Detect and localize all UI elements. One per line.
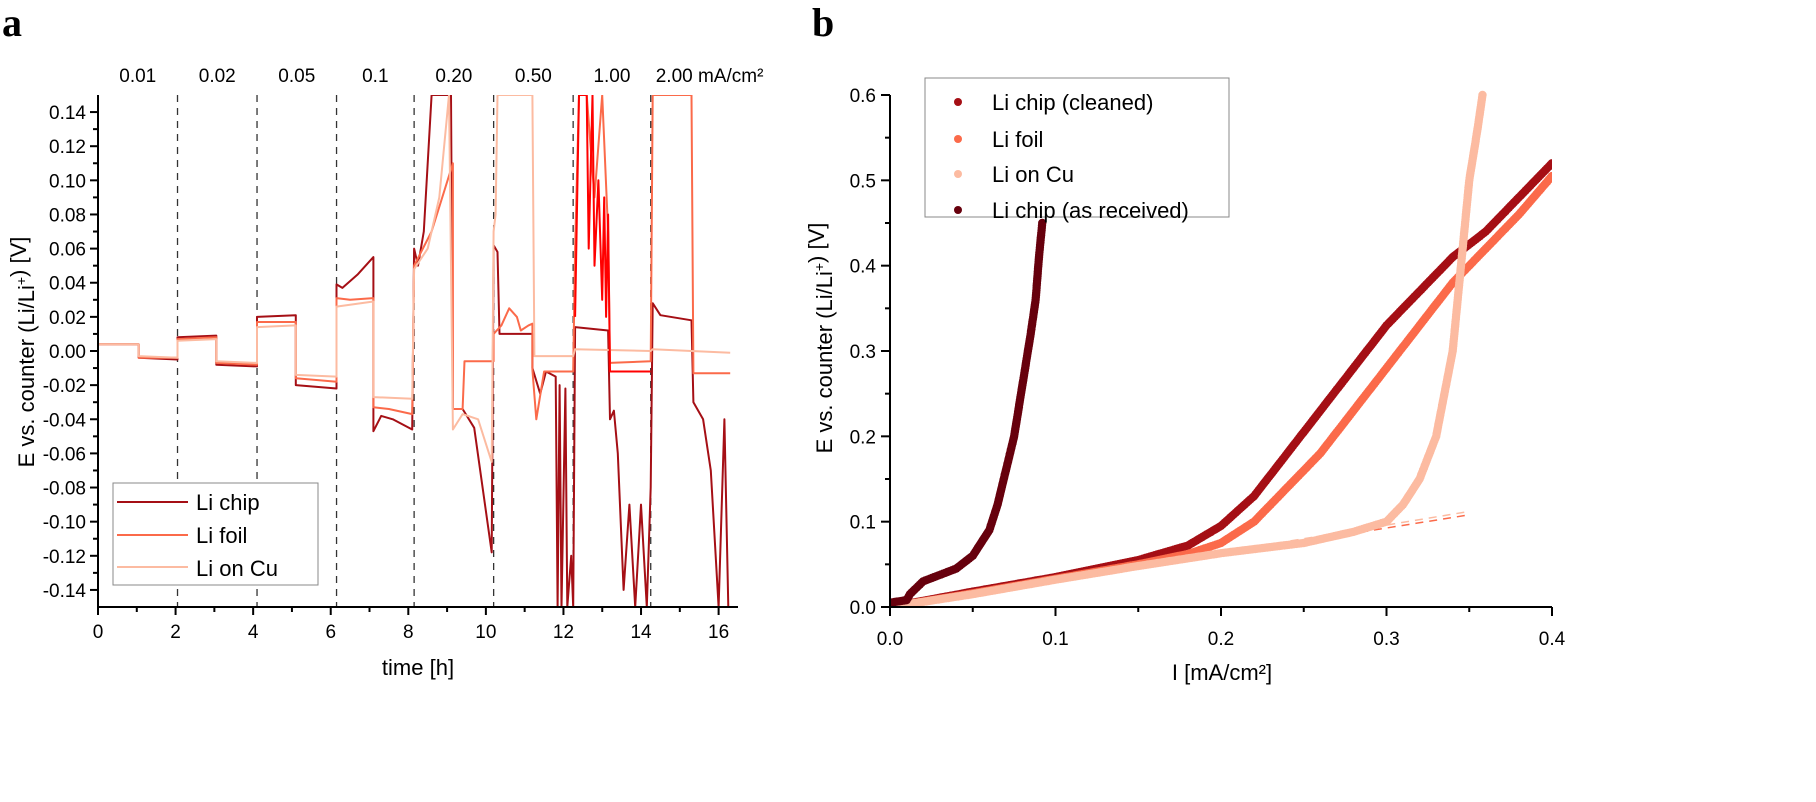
a-series-group [98, 95, 731, 607]
a-y-tick-label: 0.00 [49, 342, 86, 363]
a-current-density-label: 0.20 [435, 66, 472, 87]
b-x-tick-label: 0.3 [1373, 629, 1399, 650]
b-y-tick-label: 0.5 [850, 171, 876, 192]
a-y-tick-label: 0.14 [49, 103, 86, 124]
a-series-li-chip [98, 95, 730, 607]
a-x-tick-label: 4 [248, 622, 259, 643]
b-x-axis-title: I [mA/cm²] [1172, 660, 1272, 685]
a-current-density-label: 0.02 [199, 66, 236, 87]
b-legend-label-li-chip-cleaned: Li chip (cleaned) [992, 90, 1153, 115]
b-legend-label-li-on-cu: Li on Cu [992, 162, 1074, 187]
b-legend-marker-li-foil [954, 135, 962, 143]
a-x-tick-label: 0 [93, 622, 104, 643]
a-y-tick-label: 0.06 [49, 240, 86, 261]
panel-a-label: a [2, 0, 22, 45]
panel-a-chart: 0 2 4 6 8 10 12 14 16 0.14 0.12 0.10 0.08 0.06 0.04 0.0… [6, 66, 763, 680]
b-data-point [1038, 218, 1047, 228]
b-legend: Li chip (cleaned) Li foil Li on Cu Li ch… [924, 77, 1230, 223]
a-x-tick-label: 16 [708, 622, 729, 643]
b-y-axis-title: E vs. counter (Li/Li+) [V] [804, 223, 837, 454]
a-y-tick-label: 0.10 [49, 171, 86, 192]
b-series-li-chip-as-received [890, 218, 1047, 607]
a-y-tick-label: -0.08 [43, 479, 86, 500]
b-data-point [1478, 90, 1487, 100]
b-y-tick-label: 0.6 [850, 86, 876, 107]
b-series-group [890, 90, 1552, 607]
b-x-tick-label: 0.0 [877, 629, 903, 650]
b-legend-box [924, 77, 1230, 218]
b-axes: 0.0 0.1 0.2 0.3 0.4 0.0 0.1 0.2 0.3 0.4 0.5 0.6 [850, 86, 1566, 650]
a-legend-label-li-on-cu: Li on Cu [196, 556, 278, 581]
b-legend-marker-li-chip-cleaned [954, 98, 962, 106]
a-legend-label-li-foil: Li foil [196, 523, 247, 548]
b-series-li-foil [890, 171, 1552, 607]
b-y-tick-label: 0.4 [850, 257, 877, 278]
b-data-point [1547, 159, 1552, 168]
a-x-tick-label: 12 [553, 622, 574, 643]
b-legend-marker-li-on-cu [954, 170, 962, 178]
a-y-tick-label: 0.12 [49, 137, 86, 158]
a-y-tick-label: -0.06 [43, 444, 86, 465]
b-y-tick-label: 0.1 [850, 513, 876, 534]
a-legend-label-li-chip: Li chip [196, 490, 260, 515]
a-series-li-on-cu [98, 95, 731, 463]
panel-b-chart: 0.0 0.1 0.2 0.3 0.4 0.0 0.1 0.2 0.3 0.4 0.5 0.6 I [… [804, 77, 1566, 685]
a-current-labels: 0.01 0.02 0.05 0.1 0.20 0.50 1.00 2.00 mA/cm² [119, 66, 763, 87]
b-legend-marker-li-chip-as-received [954, 206, 962, 214]
b-legend-label-li-chip-as-received: Li chip (as received) [992, 198, 1189, 223]
a-legend: Li chip Li foil Li on Cu [112, 482, 319, 586]
a-x-tick-label: 8 [403, 622, 414, 643]
a-x-tick-label: 14 [630, 622, 652, 643]
a-y-tick-label: -0.10 [43, 513, 86, 534]
a-current-density-label: 2.00 mA/cm² [656, 66, 764, 87]
a-x-tick-label: 6 [325, 622, 336, 643]
a-current-density-label: 1.00 [593, 66, 630, 87]
a-x-tick-label: 2 [170, 622, 181, 643]
b-y-tick-label: 0.3 [850, 342, 876, 363]
b-y-tick-label: 0.0 [850, 598, 876, 619]
b-series-li-on-cu [890, 90, 1487, 607]
a-current-density-label: 0.50 [515, 66, 552, 87]
a-current-density-label: 0.05 [278, 66, 315, 87]
b-data-point [1547, 171, 1552, 181]
a-current-density-label: 0.01 [119, 66, 156, 87]
a-y-tick-label: -0.02 [43, 376, 86, 397]
a-y-tick-label: -0.04 [43, 410, 87, 431]
a-y-tick-label: 0.08 [49, 205, 86, 226]
a-series-li-chip-1-00-segment-bright-red [574, 95, 651, 373]
b-x-tick-label: 0.2 [1208, 629, 1234, 650]
a-y-axis-title: E vs. counter (Li/Li+) [V] [6, 237, 39, 468]
a-y-tick-label: -0.14 [43, 581, 87, 602]
a-axes: 0 2 4 6 8 10 12 14 16 0.14 0.12 0.10 0.08 0.06 0.04 0.0… [43, 95, 738, 643]
panel-b-label: b [812, 0, 834, 45]
a-current-density-label: 0.1 [362, 66, 388, 87]
a-y-tick-label: 0.04 [49, 274, 86, 295]
a-y-tick-label: 0.02 [49, 308, 86, 329]
b-x-tick-label: 0.1 [1042, 629, 1068, 650]
a-x-axis-title: time [h] [382, 655, 454, 680]
a-y-tick-label: -0.12 [43, 547, 86, 568]
a-x-tick-label: 10 [475, 622, 496, 643]
b-x-tick-label: 0.4 [1539, 629, 1566, 650]
b-legend-label-li-foil: Li foil [992, 127, 1043, 152]
b-y-tick-label: 0.2 [850, 427, 876, 448]
